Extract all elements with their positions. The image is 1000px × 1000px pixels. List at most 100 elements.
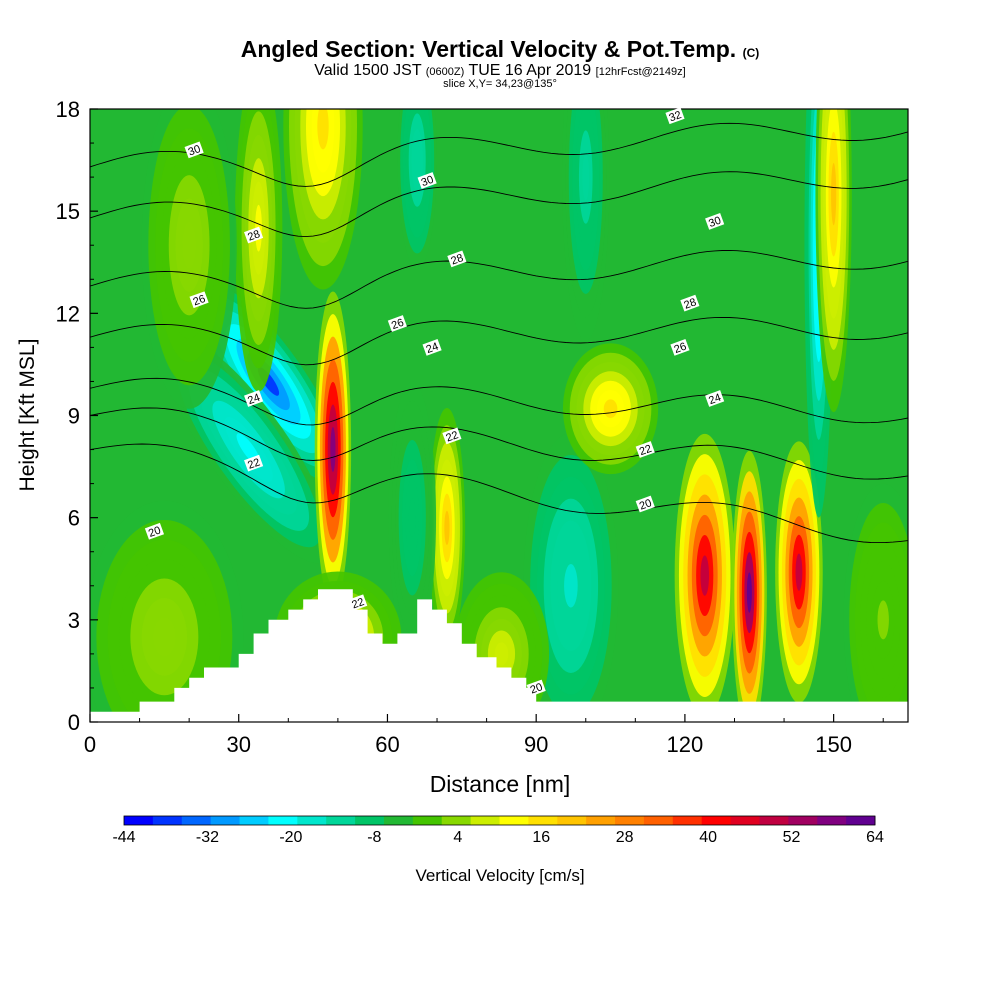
y-tick-label: 3 [68, 608, 80, 633]
svg-text:24: 24 [425, 341, 441, 356]
colorbar-swatch [383, 816, 414, 825]
velocity-cell [562, 343, 659, 475]
colorbar-swatch [846, 816, 876, 825]
velocity-contour [700, 555, 710, 596]
contour-label: 28 [447, 250, 467, 268]
velocity-cell [428, 407, 466, 648]
colorbar-tick-label: 28 [616, 829, 634, 846]
svg-text:28: 28 [246, 228, 262, 243]
colorbar-swatch [181, 816, 212, 825]
svg-text:20: 20 [638, 497, 654, 512]
colorbar-tick-label: 40 [699, 829, 717, 846]
velocity-cell [731, 450, 767, 722]
y-tick-label: 0 [68, 710, 80, 735]
contour-labels: 30 30 32 30 28 28 28 26 26 24 26 24 24 22 22 22 20 20 22 20 [144, 107, 725, 697]
colorbar-swatch [326, 816, 356, 825]
colorbar-swatch [412, 816, 443, 825]
x-tick-label: 90 [524, 732, 548, 757]
velocity-cell [843, 483, 908, 722]
colorbar-tick-label: -44 [112, 829, 135, 846]
x-tick-label: 30 [226, 732, 250, 757]
contour-label: 26 [670, 339, 690, 356]
svg-text:28: 28 [449, 252, 465, 267]
y-tick-label: 12 [56, 301, 80, 326]
colorbar-swatch [124, 816, 154, 825]
svg-text:22: 22 [638, 443, 654, 458]
colorbar-swatch [817, 816, 847, 825]
isotherm-30 [90, 171, 908, 238]
colorbar-tick-label: 16 [532, 829, 550, 846]
colorbar-swatch [586, 816, 616, 825]
velocity-contour [582, 153, 590, 201]
svg-text:26: 26 [390, 317, 406, 332]
svg-text:26: 26 [192, 293, 208, 308]
svg-text:30: 30 [187, 143, 203, 158]
colorbar-swatch [788, 816, 818, 825]
colorbar-swatch [239, 816, 269, 825]
colorbar-frame [123, 815, 876, 826]
axes: 0 30 60 90 120 150 0 3 6 9 12 15 18 [56, 97, 884, 757]
colorbar-swatch [528, 816, 558, 825]
colorbar-swatch [759, 816, 789, 825]
colorbar-swatch [441, 816, 472, 825]
terrain-mask [90, 589, 908, 722]
colorbar-tick-label: 4 [453, 829, 462, 846]
svg-text:30: 30 [707, 215, 723, 230]
plot-area [90, 109, 908, 722]
svg-text:26: 26 [672, 341, 688, 356]
colorbar-tick-label: -8 [367, 829, 381, 846]
velocity-contour [444, 510, 450, 545]
svg-text:22: 22 [444, 429, 460, 444]
velocity-cell [193, 281, 344, 482]
velocity-contour [603, 399, 618, 418]
velocity-contour [564, 563, 578, 608]
svg-text:30: 30 [420, 174, 436, 189]
velocity-contour [795, 553, 803, 591]
svg-text:22: 22 [350, 596, 366, 611]
y-tick-label: 18 [56, 97, 80, 122]
isotherm-24 [90, 377, 908, 426]
isotherm-28 [90, 249, 908, 309]
x-axis-label: Distance [nm] [430, 771, 571, 797]
colorbar-swatch [643, 816, 674, 825]
velocity-cell [314, 291, 352, 608]
colorbar-swatch [557, 816, 587, 825]
x-tick-label: 0 [84, 732, 96, 757]
velocity-cell [141, 109, 237, 409]
contour-label: 32 [665, 107, 685, 124]
colorbar-swatch [470, 816, 500, 825]
colorbar-swatch [297, 816, 327, 825]
colorbar-swatch [268, 816, 298, 825]
colorbar-swatch [615, 816, 645, 825]
contour-label: 28 [680, 294, 700, 312]
velocity-contour [408, 498, 416, 538]
velocity-cell [775, 441, 823, 703]
contour-label: 22 [635, 441, 655, 458]
contour-label: 24 [422, 339, 442, 356]
colorbar-tick-label: 64 [866, 829, 884, 846]
forecast-info: [12hrFcst@2149z] [595, 66, 686, 78]
velocity-cell [90, 500, 244, 722]
velocity-cell [397, 109, 437, 270]
chart-title: Angled Section: Vertical Velocity & Pot.… [240, 36, 760, 62]
colorbar-swatch [701, 816, 732, 825]
contour-label: 30 [417, 172, 437, 189]
svg-text:22: 22 [246, 456, 262, 471]
velocity-contour [831, 163, 837, 226]
velocity-contour [414, 144, 420, 176]
contour-label: 20 [635, 495, 655, 513]
isotherm-lines [90, 122, 908, 544]
colorbar-swatch [210, 816, 241, 825]
contour-label: 24 [705, 390, 725, 407]
y-tick-label: 9 [68, 404, 80, 429]
colorbar-tick-label: -20 [279, 829, 302, 846]
velocity-contour [877, 600, 889, 640]
chart-title-suffix: (C) [742, 46, 760, 60]
contour-label: 24 [244, 390, 264, 407]
chart-valid-time: Valid 1500 JST (0600Z) TUE 16 Apr 2019 [… [314, 62, 686, 79]
isotherm-22 [90, 407, 908, 480]
velocity-contour [494, 642, 509, 666]
contour-label: 28 [244, 226, 264, 244]
velocity-contour [153, 617, 176, 657]
